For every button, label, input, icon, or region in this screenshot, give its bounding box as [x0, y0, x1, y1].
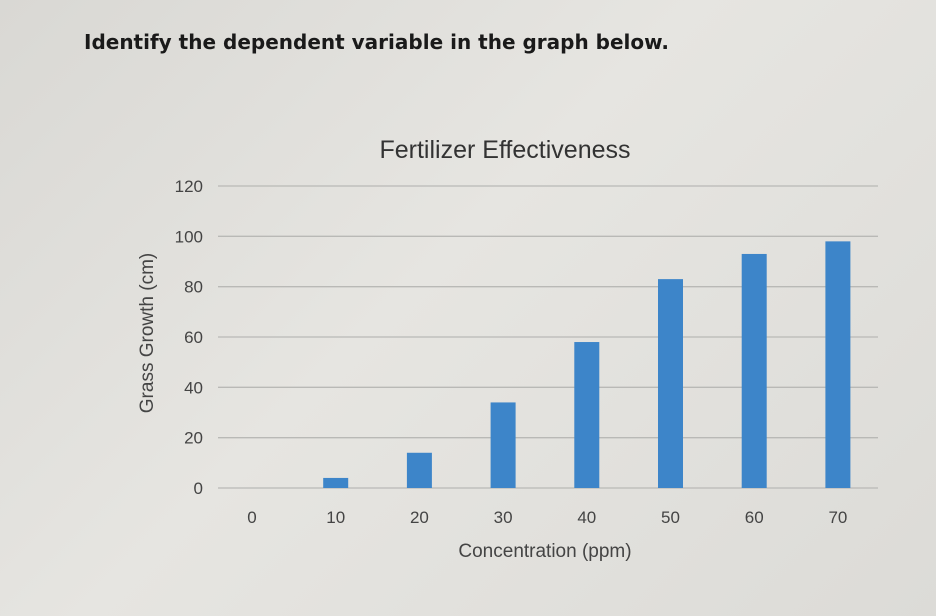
bars: [323, 241, 851, 488]
x-tick-label: 20: [410, 508, 429, 527]
x-tick-label: 50: [661, 508, 680, 527]
bar-20: [406, 452, 432, 488]
x-axis-label: Concentration (ppm): [458, 541, 631, 562]
y-tick-label: 100: [175, 227, 203, 246]
x-tick-label: 0: [247, 508, 256, 527]
x-tick-label: 70: [828, 508, 847, 527]
y-tick-label: 120: [175, 177, 203, 196]
bar-30: [490, 402, 516, 488]
x-tick-label: 10: [326, 508, 345, 527]
bar-60: [741, 253, 767, 488]
y-tick-labels: 0 20 40 60 80 100 120: [175, 177, 203, 498]
x-tick-label: 40: [577, 508, 596, 527]
y-tick-label: 80: [184, 278, 203, 297]
y-tick-label: 40: [184, 378, 203, 397]
bar-40: [574, 342, 600, 488]
chart-title: Fertilizer Effectiveness: [379, 136, 630, 164]
gridlines: [218, 185, 878, 489]
y-tick-label: 20: [184, 429, 203, 448]
question-text: Identify the dependent variable in the g…: [84, 30, 669, 54]
y-axis-label: Grass Growth (cm): [137, 253, 158, 413]
bar-10: [323, 477, 349, 488]
y-tick-label: 60: [184, 328, 203, 347]
bar-70: [825, 241, 851, 488]
bar-50: [658, 279, 683, 488]
x-tick-label: 30: [494, 508, 513, 527]
y-tick-label: 0: [194, 479, 203, 498]
x-tick-label: 60: [745, 508, 764, 527]
x-tick-labels: 0 10 20 30 40 50 60 70: [247, 508, 847, 527]
